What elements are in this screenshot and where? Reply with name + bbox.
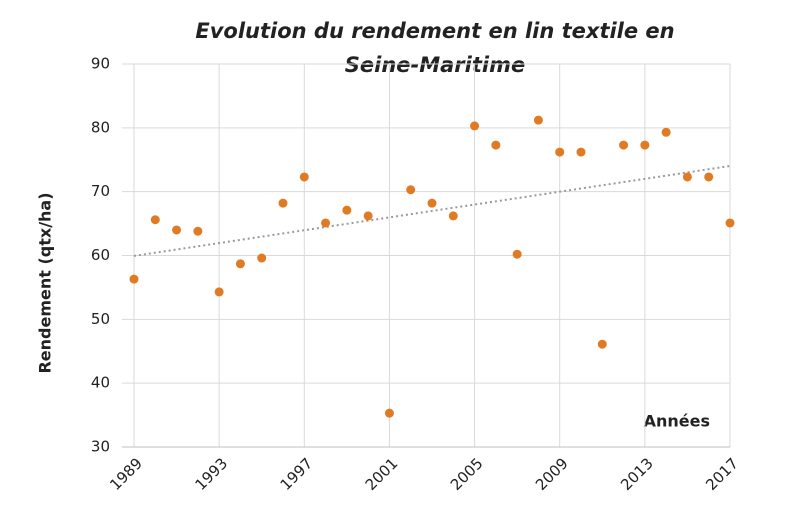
trendline bbox=[133, 165, 731, 257]
point bbox=[470, 121, 480, 131]
point bbox=[406, 185, 416, 195]
point bbox=[682, 172, 692, 182]
point bbox=[725, 218, 735, 228]
y-tick-label: 90 bbox=[91, 55, 110, 73]
y-tick-label: 80 bbox=[91, 118, 110, 136]
point bbox=[257, 253, 267, 263]
point bbox=[129, 274, 139, 284]
point bbox=[299, 172, 309, 182]
y-axis-label: Rendement (qtx/ha) bbox=[36, 192, 55, 373]
point bbox=[150, 215, 160, 225]
point bbox=[427, 198, 437, 208]
point bbox=[342, 205, 352, 215]
point bbox=[597, 339, 607, 349]
point bbox=[321, 218, 331, 228]
chart-title: Evolution du rendement en lin textile en bbox=[195, 19, 674, 43]
point bbox=[576, 147, 586, 157]
point bbox=[533, 115, 543, 125]
y-tick-label: 40 bbox=[91, 374, 110, 392]
point bbox=[661, 127, 671, 137]
point bbox=[704, 172, 714, 182]
point bbox=[363, 211, 373, 221]
point bbox=[172, 225, 182, 235]
x-axis-label: Années bbox=[644, 412, 710, 431]
y-tick-label: 30 bbox=[91, 438, 110, 456]
point bbox=[555, 147, 565, 157]
point bbox=[640, 140, 650, 150]
y-tick-label: 50 bbox=[91, 310, 110, 328]
point bbox=[448, 211, 458, 221]
chart-title: Seine-Maritime bbox=[345, 53, 525, 77]
y-tick-label: 70 bbox=[91, 182, 110, 200]
point bbox=[214, 287, 224, 297]
point bbox=[512, 249, 522, 259]
y-tick-label: 60 bbox=[91, 246, 110, 264]
point bbox=[619, 140, 629, 150]
point bbox=[491, 140, 501, 150]
point bbox=[235, 259, 245, 269]
point bbox=[278, 198, 288, 208]
point bbox=[193, 226, 203, 236]
point bbox=[384, 408, 394, 418]
